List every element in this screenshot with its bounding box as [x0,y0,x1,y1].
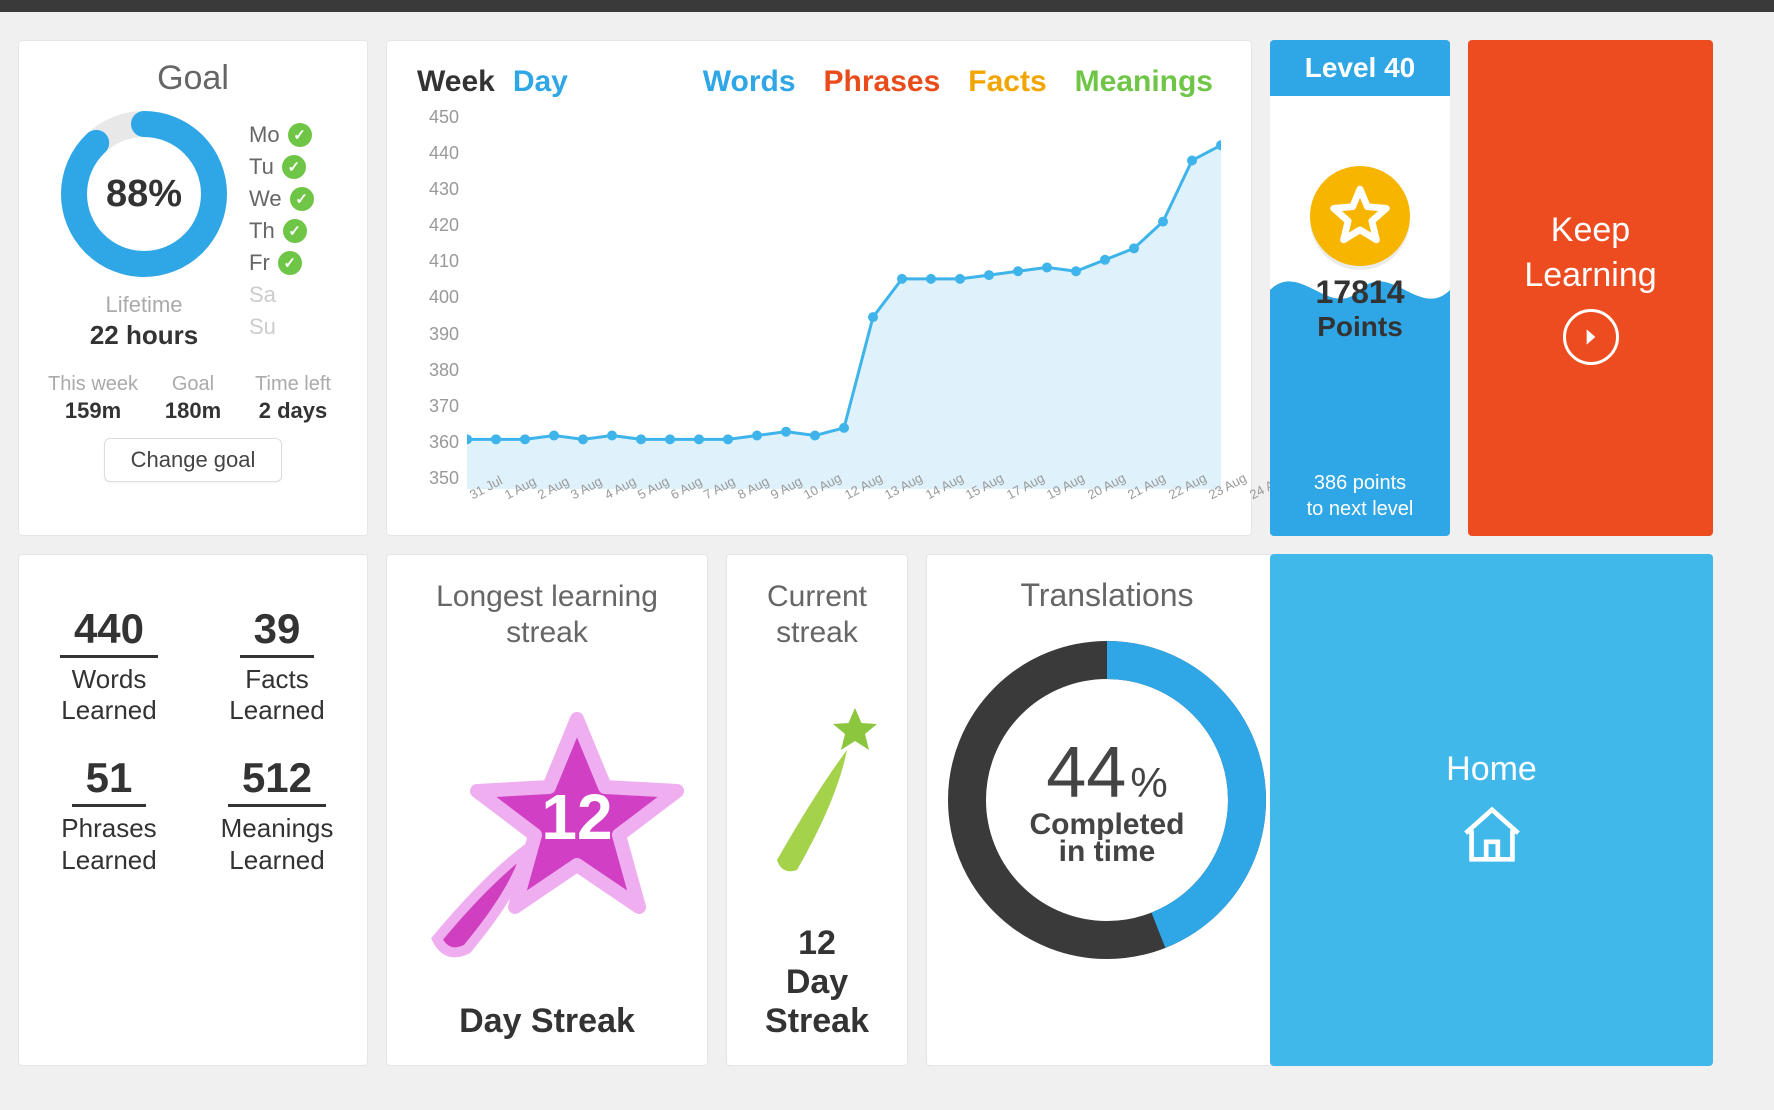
y-tick: 350 [417,468,459,489]
progress-chart-card: Week Day Words Phrases Facts Meanings 450 440… [386,40,1252,536]
stat-phrases: 51PhrasesLearned [35,754,183,875]
chart-tab-day[interactable]: Day [513,65,568,98]
longest-streak-card: Longest learning streak 12 Day Streak [386,554,708,1066]
y-tick: 410 [417,251,459,272]
points-to-next-line2: to next level [1278,496,1442,522]
star-badge-icon [1310,166,1410,266]
y-tick: 430 [417,179,459,200]
y-tick: 420 [417,215,459,236]
change-goal-button[interactable]: Change goal [104,438,283,482]
translations-card: Translations 44 % Completed in time [926,554,1288,1066]
y-tick: 380 [417,360,459,381]
current-streak-day: Day [737,963,897,1002]
keep-learning-line1: Keep [1551,211,1630,250]
translations-progress-ring: 44 % Completed in time [937,630,1277,970]
goal-day-we: We✓ [249,186,314,212]
y-tick: 400 [417,287,459,308]
lifetime-value: 22 hours [39,320,249,351]
stat-meanings: 512MeaningsLearned [203,754,351,875]
points-to-next-line1: 386 points [1278,470,1442,496]
chart-plot-area: 31 Jul1 Aug2 Aug3 Aug4 Aug5 Aug6 Aug7 Au… [467,107,1221,523]
goal-day-th: Th✓ [249,218,314,244]
stat-facts: 39FactsLearned [203,605,351,726]
stat-words: 440WordsLearned [35,605,183,726]
goal-stat: Goal180m [143,373,243,424]
check-icon: ✓ [290,187,314,211]
goal-stat: Time left2 days [243,373,343,424]
level-card: Level 40 17814 Points 386 points to next… [1270,40,1450,536]
streaks-and-translations-row: Longest learning streak 12 Day Streak Cu… [386,554,1252,1066]
goal-week-stats: This week159mGoal180mTime left2 days [39,373,347,424]
goal-title: Goal [39,59,347,98]
goal-progress-ring: 88% [54,104,234,284]
svg-text:12: 12 [541,781,612,853]
y-tick: 370 [417,396,459,417]
goal-day-fr: Fr✓ [249,250,314,276]
home-button[interactable]: Home [1270,554,1713,1066]
keep-learning-line2: Learning [1524,256,1656,295]
check-icon: ✓ [288,123,312,147]
longest-streak-star-icon: 12 [397,657,697,1002]
chart-series-phrases[interactable]: Phrases [824,65,941,99]
chart-series-words[interactable]: Words [703,65,796,99]
lifetime-label: Lifetime [39,292,249,318]
check-icon: ✓ [283,219,307,243]
chart-series-legend: Words Phrases Facts Meanings [703,65,1221,99]
goal-percent-label: 88% [54,104,234,284]
chart-series-meanings[interactable]: Meanings [1075,65,1213,99]
current-streak-footer: 12 Day Streak [737,924,897,1041]
points-value: 17814 [1270,274,1450,311]
goal-days-list: Mo✓ Tu✓ We✓ Th✓ Fr✓ Sa Su [249,122,314,351]
chart-y-axis: 450 440 430 420 410 400 390 380 370 360 350 [417,107,467,523]
y-tick: 360 [417,432,459,453]
chart-series-facts[interactable]: Facts [968,65,1046,99]
goal-day-su: Su [249,314,314,340]
keep-learning-button[interactable]: Keep Learning [1468,40,1713,536]
home-icon [1457,801,1527,871]
check-icon: ✓ [282,155,306,179]
percent-sign: % [1130,759,1167,807]
window-topbar [0,0,1774,12]
goal-card: Goal 88% Lifetime 22 hours Mo✓ Tu✓ We✓ Th✓ F… [18,40,368,536]
home-label: Home [1446,750,1537,789]
check-icon: ✓ [278,251,302,275]
translations-sub2: in time [1059,835,1156,868]
current-streak-card: Current streak 12 Day Streak [726,554,908,1066]
learned-stats-card: 440WordsLearned39FactsLearned51PhrasesLe… [18,554,368,1066]
chart-time-tabs: Week Day [417,65,586,99]
points-label: Points [1270,311,1450,343]
chart-x-axis: 31 Jul1 Aug2 Aug3 Aug4 Aug5 Aug6 Aug7 Au… [467,489,1221,523]
level-footer: 386 points to next level [1270,460,1450,536]
dashboard-grid: Goal 88% Lifetime 22 hours Mo✓ Tu✓ We✓ Th✓ F… [0,12,1774,1094]
goal-day-mo: Mo✓ [249,122,314,148]
y-tick: 440 [417,143,459,164]
current-streak-streak: Streak [737,1002,897,1041]
translations-title: Translations [937,577,1277,614]
arrow-right-circle-icon [1563,309,1619,365]
y-tick: 450 [417,107,459,128]
goal-day-tu: Tu✓ [249,154,314,180]
level-header: Level 40 [1270,40,1450,96]
goal-day-sa: Sa [249,282,314,308]
current-streak-title: Current streak [737,579,897,657]
y-tick: 390 [417,324,459,345]
translations-percent: 44 [1046,732,1126,814]
current-streak-star-icon [737,657,897,924]
chart-tab-week[interactable]: Week [417,65,495,98]
longest-streak-title: Longest learning streak [397,579,697,657]
longest-streak-footer: Day Streak [397,1002,697,1041]
goal-stat: This week159m [43,373,143,424]
current-streak-value: 12 [737,924,897,963]
